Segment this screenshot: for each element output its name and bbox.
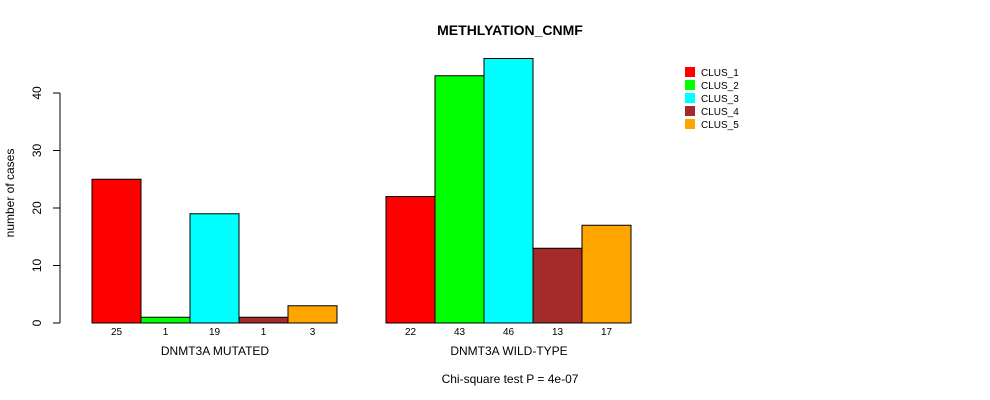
bar-count-label: 3 <box>310 327 316 338</box>
y-tick-label: 0 <box>30 319 44 326</box>
bar-wild-type-clus_4 <box>532 247 583 324</box>
group-label-wild-type: DNMT3A WILD-TYPE <box>450 344 567 358</box>
y-tick-label: 30 <box>30 144 44 158</box>
y-tick-label: 20 <box>30 201 44 215</box>
legend-label-clus_4: CLUS_4 <box>701 107 739 118</box>
bar-mutated-clus_1 <box>91 178 142 324</box>
legend-label-clus_5: CLUS_5 <box>701 120 739 131</box>
legend-label-clus_3: CLUS_3 <box>701 94 739 105</box>
y-axis-label: number of cases <box>3 149 17 238</box>
bar-mutated-clus_2 <box>140 316 191 324</box>
bar-count-label: 46 <box>503 327 515 338</box>
y-tick-label: 40 <box>30 86 44 100</box>
bar-count-label: 13 <box>552 327 564 338</box>
bar-count-label: 1 <box>261 327 267 338</box>
bar-wild-type-clus_5 <box>581 224 632 324</box>
bar-wild-type-clus_3 <box>483 58 534 324</box>
bar-mutated-clus_3 <box>189 213 240 324</box>
bar-mutated-clus_5 <box>287 305 338 324</box>
bar-count-label: 22 <box>405 327 417 338</box>
legend-label-clus_2: CLUS_2 <box>701 81 739 92</box>
bar-count-label: 43 <box>454 327 466 338</box>
bar-count-label: 25 <box>111 327 123 338</box>
group-label-mutated: DNMT3A MUTATED <box>161 344 270 358</box>
chart-title: METHLYATION_CNMF <box>437 22 583 38</box>
bar-count-label: 1 <box>163 327 169 338</box>
legend-swatch-clus_2 <box>685 80 695 90</box>
legend-swatch-clus_4 <box>685 106 695 116</box>
bars: 25 1 19 1 3 22 43 46 13 17 <box>91 58 632 338</box>
legend-swatch-clus_3 <box>685 93 695 103</box>
legend: CLUS_1 CLUS_2 CLUS_3 CLUS_4 CLUS_5 <box>685 67 739 131</box>
chi-square-subtitle: Chi-square test P = 4e-07 <box>442 372 579 386</box>
legend-swatch-clus_5 <box>685 119 695 129</box>
bar-wild-type-clus_2 <box>434 75 485 324</box>
bar-count-label: 17 <box>601 327 613 338</box>
bar-wild-type-clus_1 <box>385 196 436 324</box>
bar-mutated-clus_4 <box>238 316 289 324</box>
y-tick-label: 10 <box>30 259 44 273</box>
legend-swatch-clus_1 <box>685 67 695 77</box>
bar-count-label: 19 <box>209 327 221 338</box>
legend-label-clus_1: CLUS_1 <box>701 68 739 79</box>
y-axis: 0 10 20 30 40 <box>30 86 61 326</box>
